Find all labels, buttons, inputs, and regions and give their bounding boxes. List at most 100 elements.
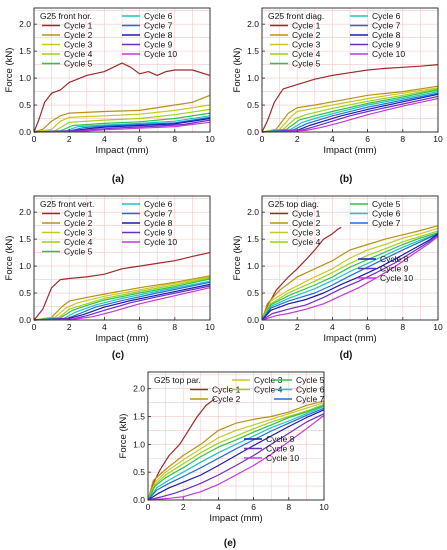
x-tick-label: 6 [365, 322, 370, 332]
legend-label: Cycle 1 [292, 21, 321, 31]
y-axis-title: Force (kN) [4, 236, 15, 281]
panel-caption: (b) [340, 174, 353, 185]
y-tick-label: 2.0 [19, 207, 31, 217]
x-tick-label: 4 [102, 134, 107, 144]
legend-label: Cycle 5 [372, 199, 401, 209]
y-tick-label: 2.0 [247, 207, 259, 217]
series-line-10 [147, 414, 325, 501]
panel-b: 0 2 4 6 8 10 0.0 0.5 1.0 1.5 2.0 Impact (mm) Force (… [232, 7, 443, 185]
panel-title: G25 front hor. [40, 11, 92, 21]
series-line-7 [147, 407, 325, 501]
panel-caption: (d) [340, 350, 353, 361]
legend-label: Cycle 4 [64, 237, 93, 247]
series-line-1 [33, 62, 211, 133]
legend-label: Cycle 10 [266, 453, 299, 463]
legend-label: Cycle 2 [64, 218, 93, 228]
x-tick-label: 10 [433, 134, 443, 144]
y-axis-title: Force (kN) [232, 48, 243, 93]
x-tick-label: 6 [365, 134, 370, 144]
series-line-4 [261, 88, 439, 133]
x-tick-label: 6 [137, 134, 142, 144]
y-tick-label: 0.0 [19, 315, 31, 325]
y-tick-label: 2.0 [19, 19, 31, 29]
legend-label: Cycle 10 [144, 237, 177, 247]
y-tick-label: 1.5 [133, 412, 145, 422]
x-axis-title: Impact (mm) [323, 333, 376, 344]
legend-label: Cycle 8 [266, 434, 295, 444]
x-axis-title: Impact (mm) [323, 145, 376, 156]
legend-label: Cycle 10 [144, 49, 177, 59]
series-line-7 [261, 233, 439, 321]
panel-caption: (e) [224, 538, 236, 549]
legend-label: Cycle 5 [296, 375, 325, 385]
legend-label: Cycle 4 [292, 49, 321, 59]
y-tick-label: 1.0 [247, 261, 259, 271]
series-line-5 [147, 404, 325, 501]
legend-label: Cycle 7 [372, 218, 401, 228]
y-tick-label: 0.0 [247, 127, 259, 137]
series-line-4 [33, 277, 211, 321]
plot-frame [261, 195, 439, 321]
legend-label: Cycle 3 [64, 40, 93, 50]
series-line-6 [261, 233, 439, 321]
x-tick-label: 0 [32, 134, 37, 144]
x-axis-title: Impact (mm) [209, 513, 262, 524]
legend-label: Cycle 6 [144, 199, 173, 209]
y-tick-label: 1.0 [133, 439, 145, 449]
series-line-10 [261, 235, 439, 321]
legend-label: Cycle 8 [144, 218, 173, 228]
y-tick-label: 0.5 [133, 467, 145, 477]
legend-label: Cycle 8 [372, 30, 401, 40]
x-tick-label: 8 [172, 134, 177, 144]
legend-label: Cycle 7 [296, 394, 325, 404]
legend-label: Cycle 3 [292, 228, 321, 238]
legend-label: Cycle 10 [380, 273, 413, 283]
x-tick-label: 2 [295, 134, 300, 144]
legend-label: Cycle 9 [144, 228, 173, 238]
x-tick-label: 2 [67, 322, 72, 332]
panel-title: G25 top par. [154, 375, 201, 385]
y-tick-label: 0.5 [247, 100, 259, 110]
legend-label: Cycle 7 [144, 21, 173, 31]
legend-label: Cycle 5 [292, 59, 321, 69]
x-tick-label: 4 [330, 134, 335, 144]
y-tick-label: 0.0 [19, 127, 31, 137]
plot-frame [33, 7, 211, 133]
series-line-5 [261, 232, 439, 321]
series-line-1 [261, 226, 342, 321]
panel-a: 0 2 4 6 8 10 0.0 0.5 1.0 1.5 2.0 Impact (mm) Force (… [4, 7, 215, 185]
x-tick-label: 0 [32, 322, 37, 332]
plot-frame [33, 195, 211, 321]
legend-label: Cycle 2 [292, 218, 321, 228]
series-line-10 [33, 287, 211, 321]
x-tick-label: 0 [146, 502, 151, 512]
y-tick-label: 1.0 [19, 73, 31, 83]
x-tick-label: 10 [433, 322, 443, 332]
x-axis-title: Impact (mm) [95, 333, 148, 344]
x-tick-label: 4 [216, 502, 221, 512]
legend-label: Cycle 1 [64, 209, 93, 219]
legend-label: Cycle 3 [64, 228, 93, 238]
series-line-2 [261, 225, 439, 321]
legend-label: Cycle 9 [144, 40, 173, 50]
panel-d: 0 2 4 6 8 10 0.0 0.5 1.0 1.5 2.0 Impact (mm) Force (… [232, 195, 443, 361]
x-tick-label: 2 [295, 322, 300, 332]
series-line-10 [261, 98, 439, 133]
series-line-2 [261, 85, 439, 133]
legend-label: Cycle 7 [372, 21, 401, 31]
legend-label: Cycle 9 [380, 264, 409, 274]
series-line-5 [33, 278, 211, 321]
series-line-8 [147, 409, 325, 501]
legend-label: Cycle 2 [292, 30, 321, 40]
panel-title: G25 top diag. [268, 199, 319, 209]
legend-label: Cycle 2 [212, 394, 241, 404]
series-line-5 [261, 89, 439, 133]
legend-label: Cycle 10 [372, 49, 405, 59]
series-line-9 [261, 234, 439, 321]
legend-label: Cycle 5 [64, 59, 93, 69]
panel-caption: (c) [112, 350, 124, 361]
y-axis-title: Force (kN) [4, 48, 15, 93]
series-line-3 [261, 87, 439, 133]
legend-label: Cycle 9 [372, 40, 401, 50]
panel-title: G25 front vert. [40, 199, 94, 209]
